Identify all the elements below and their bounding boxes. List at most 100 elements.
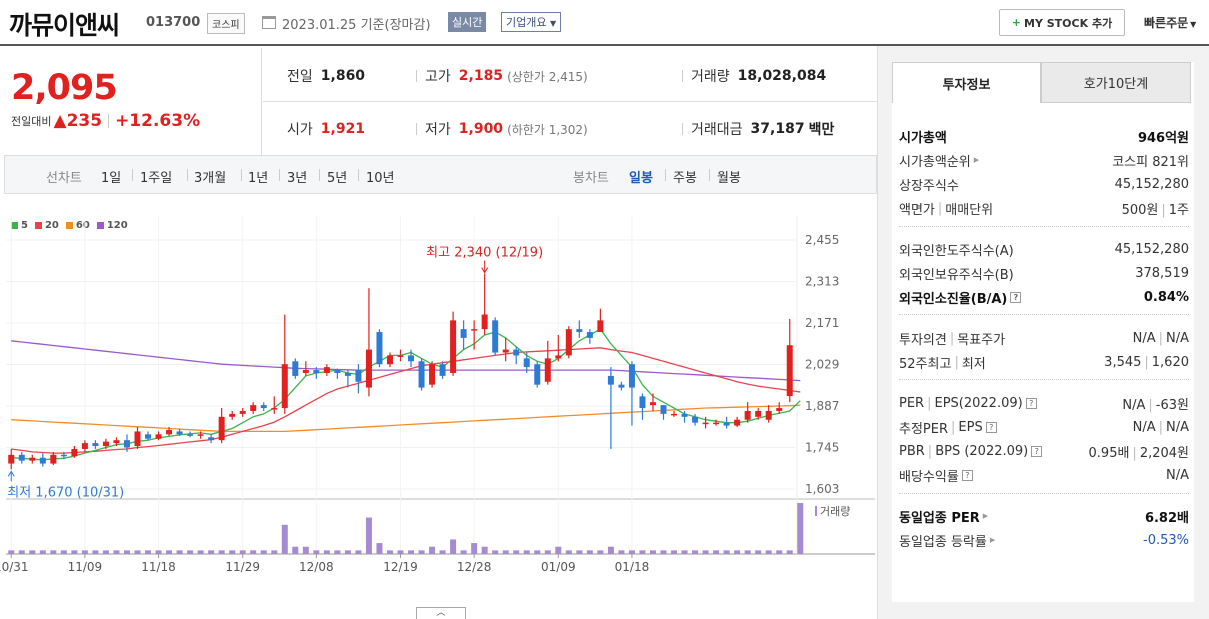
shares-row: 상장주식수 45,152,280 — [899, 176, 1189, 194]
candle-body — [71, 448, 78, 457]
help-icon[interactable]: ? — [1010, 291, 1022, 303]
ma60-line — [11, 404, 801, 433]
candlestick-svg[interactable]: 2,455 2,313 2,171 2,029 1,887 1,745 1,603 10/31… — [0, 196, 877, 607]
tab-invest-info[interactable]: 투자정보 — [892, 62, 1041, 103]
invest-info-panel: 투자정보 호가10단계 시가총액 946억원 시가총액순위 ▶ 코스피 821위 상장… — [877, 46, 1209, 619]
up-triangle-icon: ▲ — [53, 111, 67, 131]
candle-body — [334, 370, 341, 373]
volume-bar — [81, 550, 88, 554]
candle-weekly[interactable]: 주봉 — [673, 171, 697, 186]
x-tick-label: 01/09 — [541, 560, 576, 574]
volume-bar — [776, 550, 783, 554]
chart-collapse-button[interactable]: ︿ — [416, 607, 466, 619]
candle-body — [555, 355, 562, 359]
period-3y[interactable]: 3년 — [287, 171, 308, 186]
candle-body — [134, 431, 141, 447]
base-date: 2023.01.25 기준(장마감) — [282, 18, 431, 33]
candle-body — [523, 358, 530, 368]
candle-body — [776, 408, 783, 411]
candle-body — [576, 329, 583, 333]
y-tick-label: 2,313 — [805, 275, 839, 289]
quick-order-button[interactable]: 빠른주문 ▼ — [1144, 16, 1197, 30]
candle-body — [239, 410, 246, 414]
volume-bar — [639, 550, 646, 554]
volume-bar — [586, 550, 593, 554]
volume-bar — [744, 550, 751, 554]
volume-bar — [8, 550, 15, 554]
candle-body — [544, 358, 551, 382]
change-row: 전일대비 ▲ 235 +12.63% — [11, 111, 200, 131]
candle-body — [723, 422, 730, 426]
candle-body — [29, 457, 36, 461]
volume-bar — [492, 550, 499, 554]
candle-body — [681, 413, 688, 417]
market-badge: 코스피 — [207, 13, 245, 34]
candle-body — [671, 413, 678, 416]
volume-bar — [534, 550, 541, 554]
candle-body — [166, 429, 173, 435]
help-icon[interactable]: ? — [1031, 445, 1043, 457]
candle-body — [450, 320, 457, 373]
company-overview-button[interactable]: 기업개요 ▼ — [501, 12, 562, 32]
period-1d[interactable]: 1일 — [101, 171, 122, 186]
tab-hoga[interactable]: 호가10단계 — [1041, 62, 1191, 103]
volume-bar — [271, 550, 278, 554]
volume-bar — [123, 550, 130, 554]
price-chart[interactable]: 5 20 60 120 2,455 2,313 2,171 2,029 1,887 1,7… — [0, 196, 877, 619]
candle-body — [397, 355, 404, 357]
period-1w[interactable]: 1주일 — [140, 171, 173, 186]
min-price-label: 최저 1,670 (10/31) — [7, 485, 124, 500]
ma20-line — [11, 347, 801, 454]
candle-body — [713, 422, 720, 425]
candle-body — [502, 349, 509, 353]
candle-monthly[interactable]: 월봉 — [717, 171, 741, 186]
volume-bar — [134, 550, 141, 554]
period-1y[interactable]: 1년 — [248, 171, 269, 186]
stock-code: 013700 — [146, 15, 201, 30]
volume-bar — [460, 550, 467, 554]
candle-body — [176, 431, 183, 435]
candle-body — [60, 454, 67, 457]
period-3m[interactable]: 3개월 — [194, 171, 227, 186]
volume-bar — [292, 546, 299, 554]
volume-bar — [397, 550, 404, 554]
sector-rate-row[interactable]: 동일업종 등락률 ▶ -0.53% — [899, 532, 1189, 550]
candle-daily[interactable]: 일봉 — [629, 171, 653, 186]
volume-bar — [734, 550, 741, 554]
candle-body — [271, 408, 278, 410]
high-price: 고가 2,185 (상한가 2,415) — [425, 68, 588, 85]
realtime-button[interactable]: 실시간 — [448, 12, 487, 32]
period-10y[interactable]: 10년 — [366, 171, 395, 186]
foreign-ratio-row: 외국인소진율(B/A)? 0.84% — [899, 289, 1189, 307]
candle-body — [39, 457, 46, 464]
help-icon[interactable]: ? — [961, 469, 973, 481]
candle-body — [113, 440, 120, 444]
sector-per-row[interactable]: 동일업종 PER ▶ 6.82배 — [899, 510, 1189, 526]
candle-body — [18, 454, 25, 461]
volume-bar — [155, 550, 162, 554]
current-price: 2,095 — [11, 68, 118, 108]
volume-bar — [607, 546, 614, 554]
x-tick-label: 12/19 — [383, 560, 418, 574]
candle-body — [765, 410, 772, 420]
y-tick-label: 1,887 — [805, 399, 839, 413]
volume-bar — [408, 550, 415, 554]
volume-bar — [765, 550, 772, 554]
volume-bar — [260, 550, 267, 554]
volume-bar — [334, 550, 341, 554]
help-icon[interactable]: ? — [985, 421, 997, 433]
line-chart-label: 선차트 — [46, 171, 82, 186]
candle-body — [344, 372, 351, 376]
candle-body — [92, 443, 99, 447]
period-5y[interactable]: 5년 — [327, 171, 348, 186]
candle-body — [408, 355, 415, 362]
help-icon[interactable]: ? — [1025, 397, 1037, 409]
market-cap-rank-row[interactable]: 시가총액순위 ▶ 코스피 821위 — [899, 154, 1189, 170]
mystock-add-button[interactable]: + MY STOCK 추가 — [999, 9, 1125, 36]
x-tick-label: 11/09 — [68, 560, 103, 574]
candle-body — [734, 419, 741, 426]
panel-inner: 투자정보 호가10단계 시가총액 946억원 시가총액순위 ▶ 코스피 821위 상장… — [892, 62, 1194, 602]
candle-body — [618, 384, 625, 388]
candle-body — [229, 413, 236, 417]
candle-body — [586, 332, 593, 338]
